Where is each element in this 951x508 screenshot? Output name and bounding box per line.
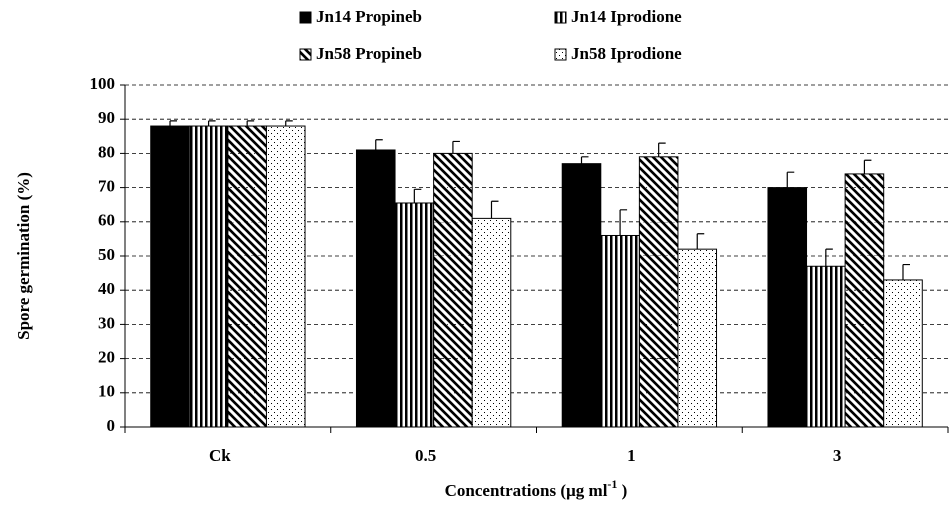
error-bar <box>207 120 216 127</box>
bar <box>767 187 808 428</box>
error-bar <box>375 139 383 150</box>
error-bar <box>169 120 178 127</box>
bar <box>883 279 923 428</box>
x-axis-label-text: Concentrations (µg ml <box>445 481 608 500</box>
y-tick-label: 20 <box>98 348 115 367</box>
bar <box>150 125 190 428</box>
error-bar <box>863 159 872 174</box>
error-bar <box>490 200 499 219</box>
x-tick-label: 1 <box>627 446 636 465</box>
bar <box>471 217 512 428</box>
error-bar <box>825 248 833 267</box>
error-bar <box>246 120 255 127</box>
error-bar <box>786 171 795 188</box>
x-axis-label: Concentrations (µg ml-1 ) <box>445 477 628 500</box>
bar <box>433 152 473 428</box>
bar <box>600 234 640 428</box>
y-tick-label: 70 <box>98 177 115 196</box>
legend-swatch <box>299 11 312 24</box>
legend-swatch <box>554 11 567 24</box>
error-bar <box>452 140 460 154</box>
bar <box>806 265 846 428</box>
error-bar <box>696 233 705 250</box>
legend-swatch <box>554 48 567 61</box>
error-bar <box>902 263 910 280</box>
error-bar <box>619 209 628 236</box>
bar <box>677 248 718 428</box>
legend-label: Jn58 Iprodione <box>571 44 682 63</box>
bar <box>844 173 885 428</box>
error-bar <box>580 156 589 164</box>
error-bar <box>413 188 422 203</box>
bar <box>355 149 396 428</box>
y-axis-label: Spore germination (%) <box>14 172 33 340</box>
bar <box>394 202 435 428</box>
error-bar <box>658 142 666 157</box>
x-tick-label: 0.5 <box>415 446 436 465</box>
bar <box>638 156 679 428</box>
y-tick-label: 90 <box>98 108 115 127</box>
legend-swatch <box>299 48 312 61</box>
x-axis-label-superscript: -1 <box>607 477 617 491</box>
y-tick-label: 10 <box>98 382 115 401</box>
y-tick-label: 30 <box>98 313 115 332</box>
y-tick-label: 0 <box>107 416 116 435</box>
y-tick-label: 50 <box>98 245 115 264</box>
legend-label: Jn14 Propineb <box>316 7 422 26</box>
bar <box>561 163 602 428</box>
x-axis-label-end: ) <box>617 481 627 500</box>
legend-label: Jn58 Propineb <box>316 44 422 63</box>
bar <box>265 125 306 428</box>
y-tick-label: 100 <box>90 74 116 93</box>
y-tick-label: 80 <box>98 142 115 161</box>
bar <box>188 125 229 428</box>
y-tick-label: 60 <box>98 211 115 230</box>
x-tick-label: 3 <box>833 446 842 465</box>
x-tick-label: Ck <box>209 446 231 465</box>
y-tick-label: 40 <box>98 279 115 298</box>
legend-label: Jn14 Iprodione <box>571 7 682 26</box>
bar <box>227 125 267 428</box>
error-bar <box>285 120 293 127</box>
